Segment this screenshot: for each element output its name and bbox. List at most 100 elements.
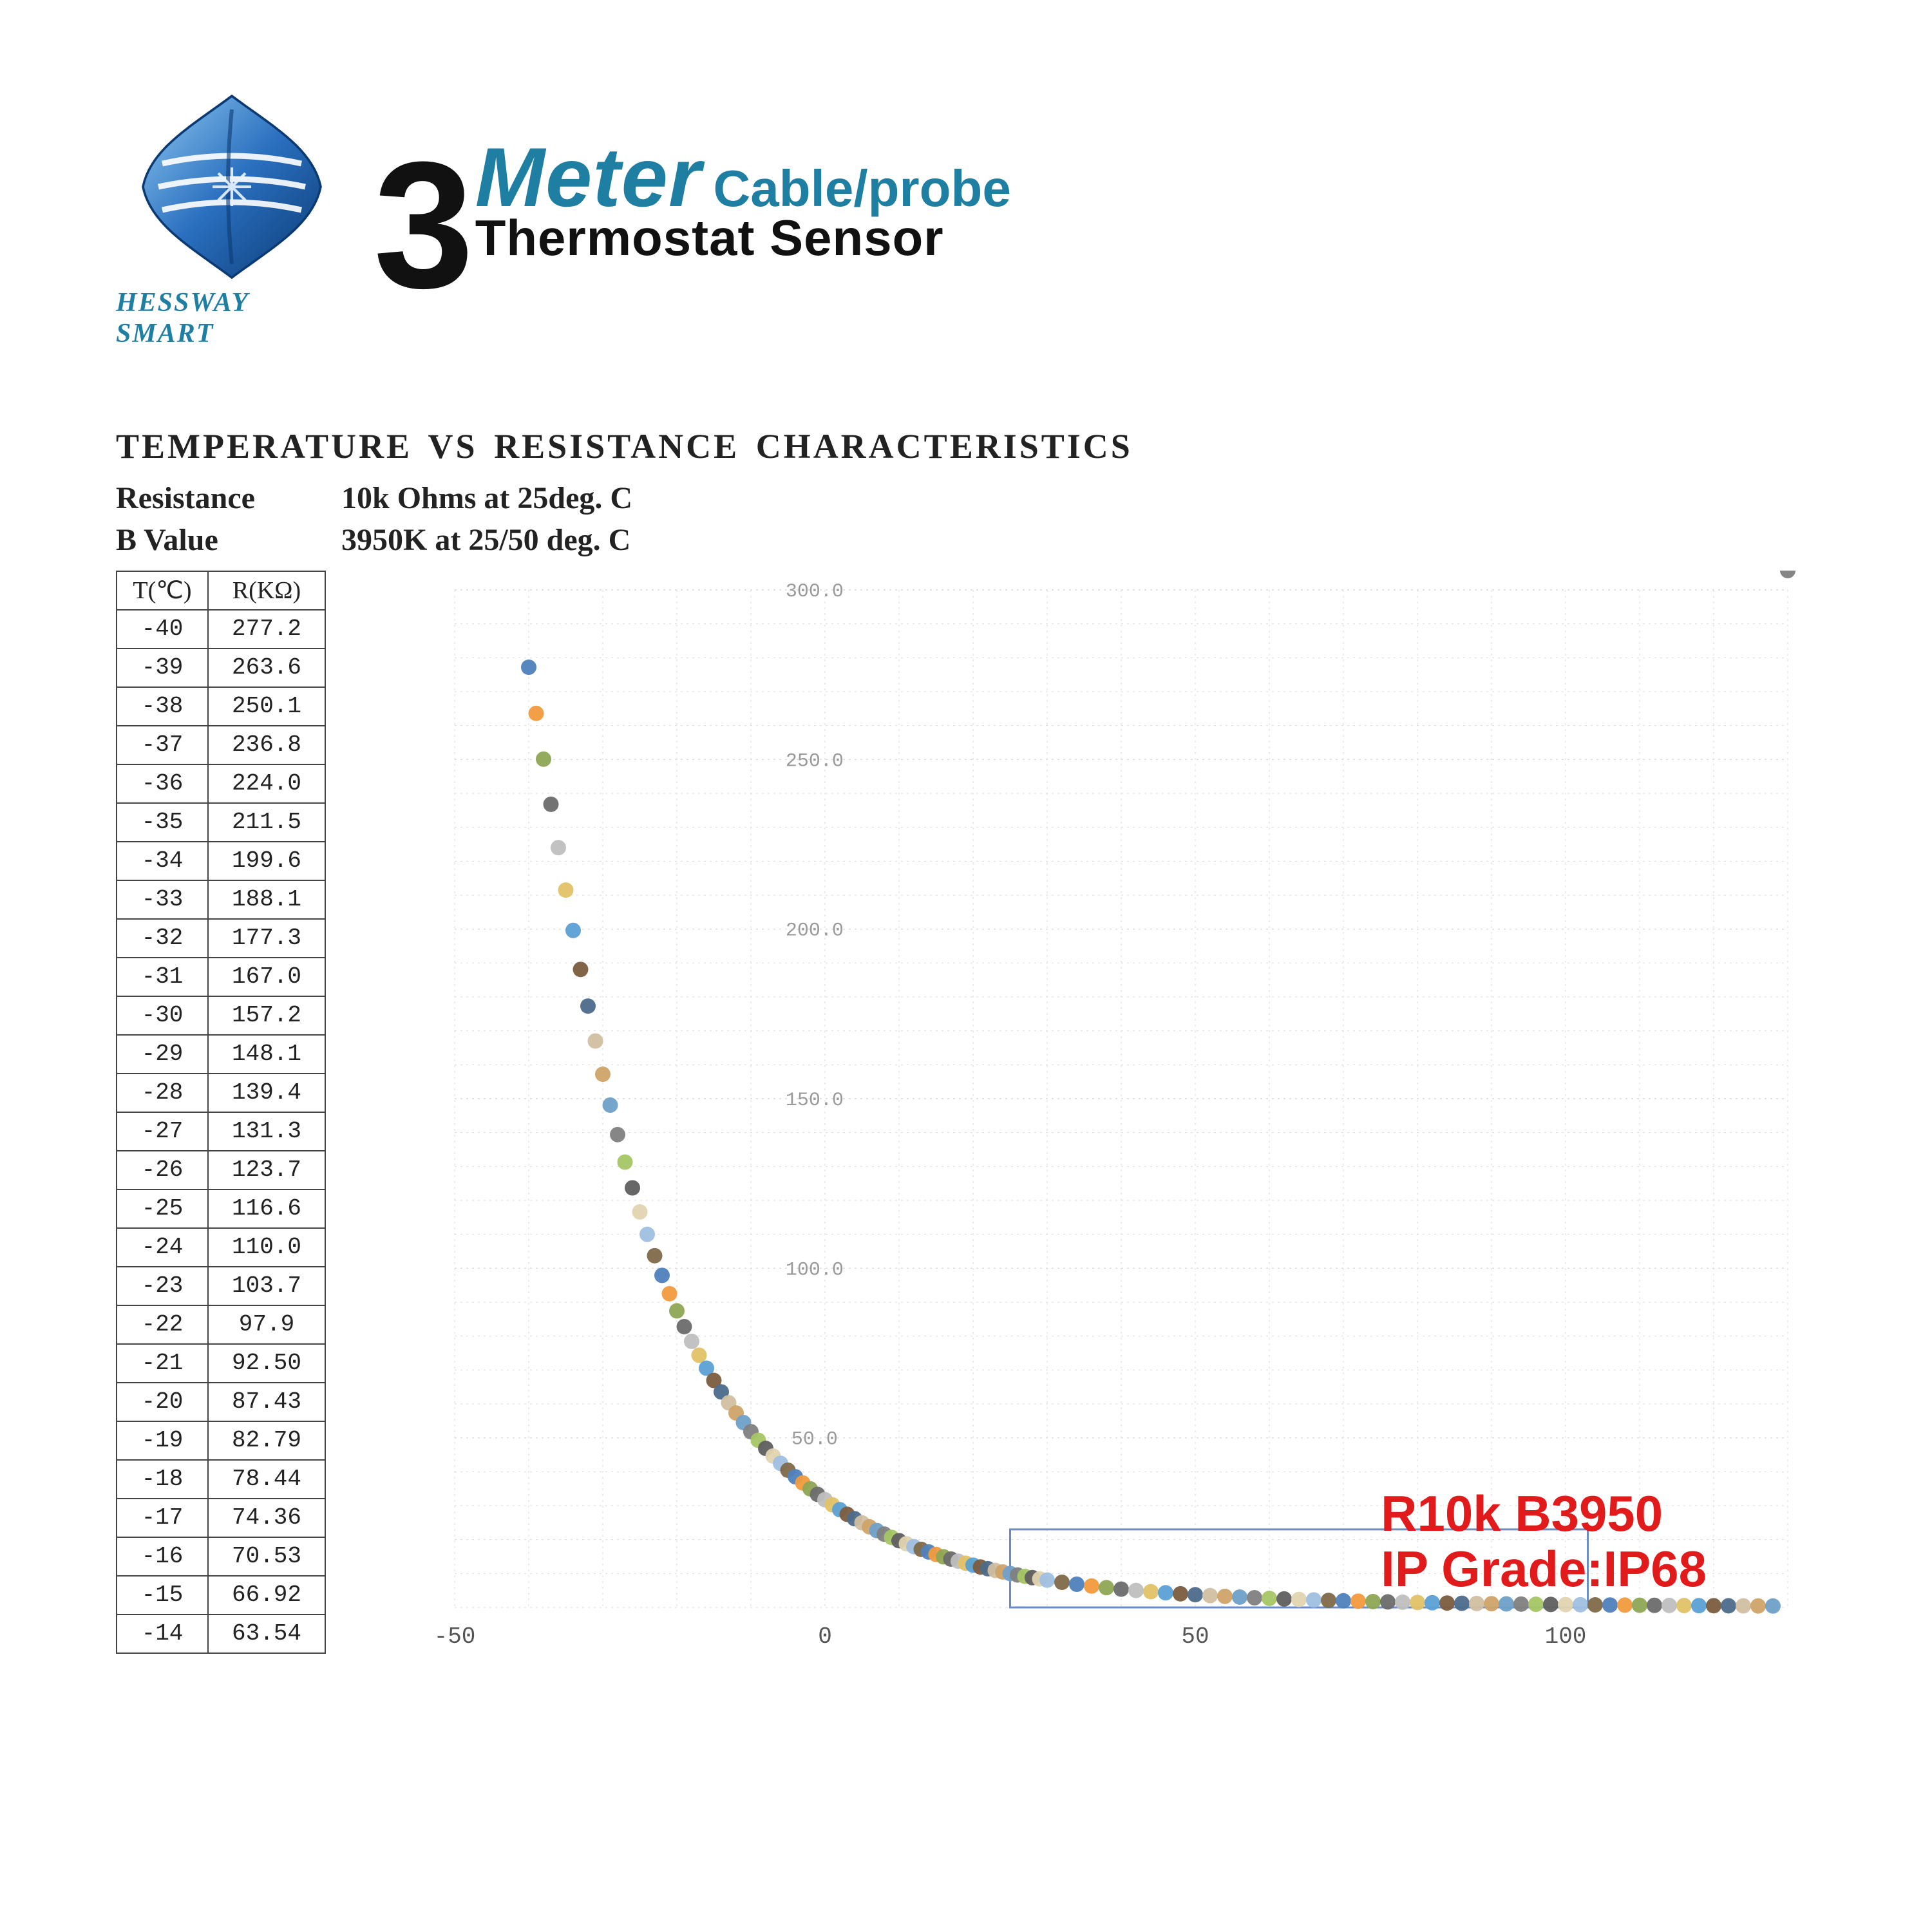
- cell-res: 110.0: [208, 1228, 325, 1267]
- cell-temp: -22: [117, 1305, 208, 1344]
- table-row: -26123.7: [117, 1151, 325, 1189]
- cell-temp: -40: [117, 610, 208, 649]
- cell-temp: -30: [117, 996, 208, 1035]
- svg-text:100.0: 100.0: [786, 1259, 844, 1281]
- cell-res: 116.6: [208, 1189, 325, 1228]
- svg-text:250.0: 250.0: [786, 750, 844, 772]
- table-row: -23103.7: [117, 1267, 325, 1305]
- cell-temp: -19: [117, 1421, 208, 1460]
- table-row: -36224.0: [117, 764, 325, 803]
- cell-temp: -38: [117, 687, 208, 726]
- cell-temp: -27: [117, 1112, 208, 1151]
- cell-temp: -32: [117, 919, 208, 958]
- table-row: -30157.2: [117, 996, 325, 1035]
- table-row: -2192.50: [117, 1344, 325, 1383]
- cell-temp: -37: [117, 726, 208, 764]
- cell-temp: -24: [117, 1228, 208, 1267]
- table-row: -27131.3: [117, 1112, 325, 1151]
- cell-res: 70.53: [208, 1537, 325, 1576]
- brand-name: HESSWAY SMART: [116, 287, 348, 349]
- table-row: -35211.5: [117, 803, 325, 842]
- title-meter: Meter: [475, 135, 702, 219]
- cell-temp: -31: [117, 958, 208, 996]
- table-row: -38250.1: [117, 687, 325, 726]
- section-title: TEMPERATURE VS RESISTANCE CHARACTERISTIC…: [116, 426, 1816, 466]
- cell-res: 139.4: [208, 1074, 325, 1112]
- cell-temp: -17: [117, 1499, 208, 1537]
- title-cable-probe: Cable/probe: [714, 163, 1011, 214]
- title-thermostat: Thermostat Sensor: [475, 213, 1011, 263]
- table-row: -1982.79: [117, 1421, 325, 1460]
- cell-temp: -16: [117, 1537, 208, 1576]
- table-row: -33188.1: [117, 880, 325, 919]
- table-row: -1463.54: [117, 1615, 325, 1653]
- title-block: 3 Meter Cable/probe Thermostat Sensor: [374, 135, 1011, 316]
- cell-res: 92.50: [208, 1344, 325, 1383]
- cell-temp: -25: [117, 1189, 208, 1228]
- table-row: -28139.4: [117, 1074, 325, 1112]
- cell-res: 87.43: [208, 1383, 325, 1421]
- spec-bvalue: B Value 3950K at 25/50 deg. C: [116, 522, 1816, 558]
- table-row: -1774.36: [117, 1499, 325, 1537]
- footer-line-1: R10k B3950: [1381, 1486, 1707, 1542]
- spec-resistance-value: 10k Ohms at 25deg. C: [341, 480, 632, 516]
- cell-res: 224.0: [208, 764, 325, 803]
- cell-res: 177.3: [208, 919, 325, 958]
- cell-res: 236.8: [208, 726, 325, 764]
- cell-res: 82.79: [208, 1421, 325, 1460]
- cell-temp: -28: [117, 1074, 208, 1112]
- spec-resistance-label: Resistance: [116, 480, 296, 516]
- cell-res: 250.1: [208, 687, 325, 726]
- svg-text:200.0: 200.0: [786, 920, 844, 942]
- cell-res: 148.1: [208, 1035, 325, 1074]
- cell-res: 199.6: [208, 842, 325, 880]
- cell-res: 74.36: [208, 1499, 325, 1537]
- spec-bvalue-label: B Value: [116, 522, 296, 558]
- svg-text:300.0: 300.0: [786, 581, 844, 603]
- spec-bvalue-value: 3950K at 25/50 deg. C: [341, 522, 630, 558]
- cell-temp: -20: [117, 1383, 208, 1421]
- cell-temp: -18: [117, 1460, 208, 1499]
- table-row: -34199.6: [117, 842, 325, 880]
- cell-res: 157.2: [208, 996, 325, 1035]
- table-row: -32177.3: [117, 919, 325, 958]
- cell-res: 103.7: [208, 1267, 325, 1305]
- cell-temp: -36: [117, 764, 208, 803]
- table-row: -39263.6: [117, 649, 325, 687]
- table-row: -2087.43: [117, 1383, 325, 1421]
- svg-text:-50: -50: [434, 1624, 476, 1650]
- svg-text:150.0: 150.0: [786, 1090, 844, 1112]
- table-header-res: R(KΩ): [208, 571, 325, 610]
- cell-temp: -35: [117, 803, 208, 842]
- table-row: -40277.2: [117, 610, 325, 649]
- cell-temp: -23: [117, 1267, 208, 1305]
- spec-resistance: Resistance 10k Ohms at 25deg. C: [116, 480, 1816, 516]
- cell-res: 277.2: [208, 610, 325, 649]
- header: HESSWAY SMART 3 Meter Cable/probe Thermo…: [116, 90, 1816, 349]
- svg-text:50.0: 50.0: [791, 1429, 838, 1451]
- table-header-temp: T(℃): [117, 571, 208, 610]
- cell-res: 66.92: [208, 1576, 325, 1615]
- cell-temp: -34: [117, 842, 208, 880]
- cell-temp: -21: [117, 1344, 208, 1383]
- svg-text:0: 0: [818, 1624, 832, 1650]
- table-row: -1878.44: [117, 1460, 325, 1499]
- title-number: 3: [374, 135, 469, 316]
- table-row: -37236.8: [117, 726, 325, 764]
- cell-res: 78.44: [208, 1460, 325, 1499]
- table-row: -1670.53: [117, 1537, 325, 1576]
- cell-res: 211.5: [208, 803, 325, 842]
- brand-logo-block: HESSWAY SMART: [116, 90, 348, 349]
- brand-logo-icon: [135, 90, 328, 283]
- footer-line-2: IP Grade:IP68: [1381, 1542, 1707, 1597]
- table-row: -29148.1: [117, 1035, 325, 1074]
- cell-res: 123.7: [208, 1151, 325, 1189]
- resistance-table: T(℃) R(KΩ) -40277.2-39263.6-38250.1-3723…: [116, 571, 326, 1654]
- svg-text:100: 100: [1545, 1624, 1587, 1650]
- svg-text:50: 50: [1181, 1624, 1209, 1650]
- cell-temp: -26: [117, 1151, 208, 1189]
- table-row: -1566.92: [117, 1576, 325, 1615]
- cell-temp: -29: [117, 1035, 208, 1074]
- cell-temp: -14: [117, 1615, 208, 1653]
- table-row: -31167.0: [117, 958, 325, 996]
